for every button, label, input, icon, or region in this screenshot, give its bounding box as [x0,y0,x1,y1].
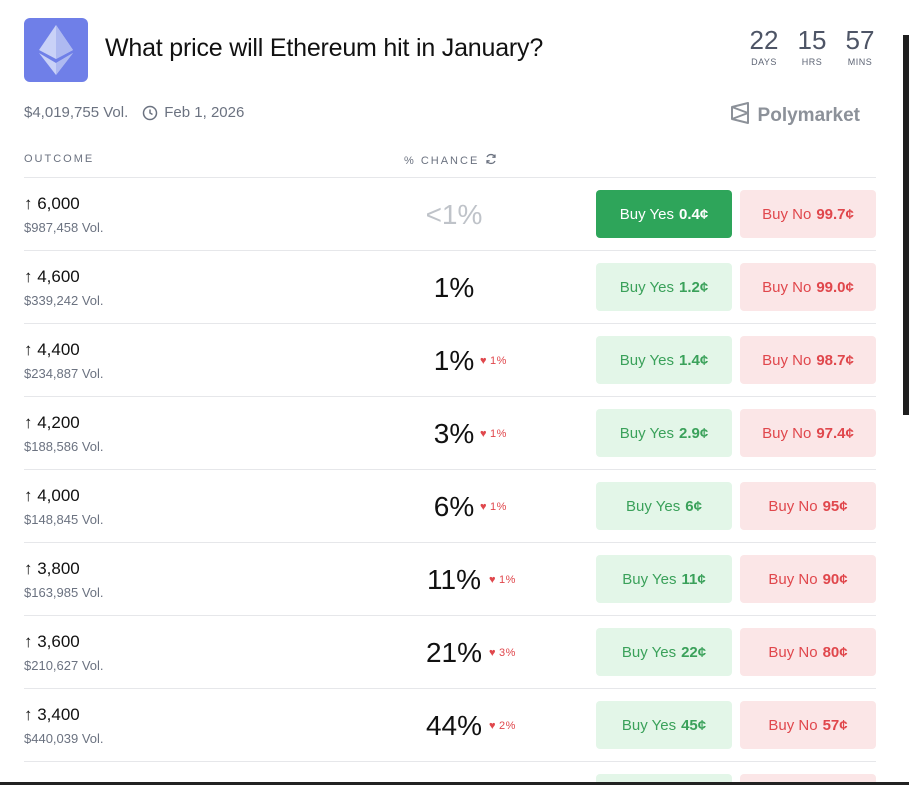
end-date: Feb 1, 2026 [164,104,245,121]
buy-no-button[interactable]: Buy No 57¢ [740,701,876,749]
outcome-chance: 1% [433,344,475,376]
chance-delta: ♥ 2% [489,719,516,732]
down-triangle-icon: ♥ [489,646,497,659]
outcome-chance: <1% [425,198,483,230]
outcome-label: ↑ 3,800 [24,559,80,578]
outcome-row: ↑ 4,600 $339,242 Vol. 1% Buy Yes 1.2¢ Buy… [24,250,876,323]
buy-yes-button[interactable]: Buy Yes 22¢ [596,628,732,676]
outcome-label: ↑ 3,600 [24,632,80,651]
outcome-chance: 44% [425,709,483,741]
outcome-volume: $234,887 Vol. [24,366,104,381]
polymarket-logo-icon [730,102,750,130]
buy-no-button[interactable]: Buy No 90¢ [740,555,876,603]
outcome-row: ↑ 6,000 $987,458 Vol. <1% Buy Yes 0.4¢ Bu… [24,177,876,250]
outcome-label: ↑ 4,000 [24,486,80,505]
scrollbar[interactable] [903,35,909,415]
outcome-label: ↑ 4,400 [24,340,80,359]
buy-no-button[interactable]: Buy No 95¢ [740,482,876,530]
outcome-volume: $148,845 Vol. [24,512,104,527]
down-triangle-icon: ♥ [480,500,488,513]
ethereum-logo-icon [24,18,88,82]
outcome-chance: 21% [425,636,483,668]
buy-no-button[interactable] [740,774,876,785]
outcome-label: ↑ 3,400 [24,705,80,724]
outcome-volume: $440,039 Vol. [24,731,104,746]
outcome-volume: $163,985 Vol. [24,585,104,600]
buy-yes-button[interactable] [596,774,732,785]
buy-no-button[interactable]: Buy No 99.0¢ [740,263,876,311]
down-triangle-icon: ♥ [480,354,488,367]
window-bottom-edge [0,782,909,785]
outcome-row: ↑ 3,600 $210,627 Vol. 21% ♥ 3% Buy Yes 22¢… [24,615,876,688]
buy-yes-button[interactable]: Buy Yes 0.4¢ [596,190,732,238]
countdown-days: 22 DAYS [749,25,779,67]
outcome-volume: $210,627 Vol. [24,658,104,673]
outcome-row: ↑ 4,400 $234,887 Vol. 1% ♥ 1% Buy Yes 1.4¢… [24,323,876,396]
column-header-chance[interactable]: % CHANCE [404,153,497,168]
countdown-hours: 15 HRS [797,25,827,67]
chance-delta: ♥ 1% [480,354,507,367]
down-triangle-icon: ♥ [489,719,497,732]
buy-no-button[interactable]: Buy No 98.7¢ [740,336,876,384]
buy-no-button[interactable]: Buy No 80¢ [740,628,876,676]
market-meta: $4,019,755 Vol. Feb 1, 2026 [24,104,244,121]
buy-yes-button[interactable]: Buy Yes 45¢ [596,701,732,749]
outcome-label: ↑ 4,600 [24,267,80,286]
outcome-label: ↑ 4,200 [24,413,80,432]
outcome-row: ↑ 4,200 $188,586 Vol. 3% ♥ 1% Buy Yes 2.9¢… [24,396,876,469]
buy-no-button[interactable]: Buy No 99.7¢ [740,190,876,238]
refresh-icon[interactable] [485,153,497,168]
outcome-volume: $987,458 Vol. [24,220,104,235]
buy-yes-button[interactable]: Buy Yes 2.9¢ [596,409,732,457]
total-volume: $4,019,755 Vol. [24,104,129,121]
outcome-chance: 6% [433,490,475,522]
polymarket-brand[interactable]: Polymarket [730,102,860,130]
outcome-volume: $339,242 Vol. [24,293,104,308]
buy-yes-button[interactable]: Buy Yes 11¢ [596,555,732,603]
chance-delta: ♥ 1% [489,573,516,586]
outcome-row: ↑ 3,400 $440,039 Vol. 44% ♥ 2% Buy Yes 45¢… [24,688,876,761]
outcome-row-partial [24,761,876,785]
market-header: What price will Ethereum hit in January?… [24,18,875,82]
buy-no-button[interactable]: Buy No 97.4¢ [740,409,876,457]
chance-delta: ♥ 1% [480,427,507,440]
clock-icon [142,105,158,121]
outcome-chance: 11% [427,563,481,595]
outcome-row: ↑ 4,000 $148,845 Vol. 6% ♥ 1% Buy Yes 6¢ B… [24,469,876,542]
outcome-row: ↑ 3,800 $163,985 Vol. 11% ♥ 1% Buy Yes 11¢… [24,542,876,615]
buy-yes-button[interactable]: Buy Yes 1.4¢ [596,336,732,384]
outcomes-table: ↑ 6,000 $987,458 Vol. <1% Buy Yes 0.4¢ Bu… [24,177,876,785]
countdown: 22 DAYS 15 HRS 57 MINS [749,26,875,67]
chance-delta: ♥ 1% [480,500,507,513]
buy-yes-button[interactable]: Buy Yes 6¢ [596,482,732,530]
chance-delta: ♥ 3% [489,646,516,659]
down-triangle-icon: ♥ [480,427,488,440]
countdown-minutes: 57 MINS [845,25,875,67]
column-header-outcome: OUTCOME [24,153,95,165]
outcome-chance: 1% [433,271,475,303]
outcome-label: ↑ 6,000 [24,194,80,213]
page-title: What price will Ethereum hit in January? [105,34,544,62]
buy-yes-button[interactable]: Buy Yes 1.2¢ [596,263,732,311]
brand-name: Polymarket [757,105,860,126]
outcome-chance: 3% [433,417,475,449]
down-triangle-icon: ♥ [489,573,497,586]
outcome-volume: $188,586 Vol. [24,439,104,454]
